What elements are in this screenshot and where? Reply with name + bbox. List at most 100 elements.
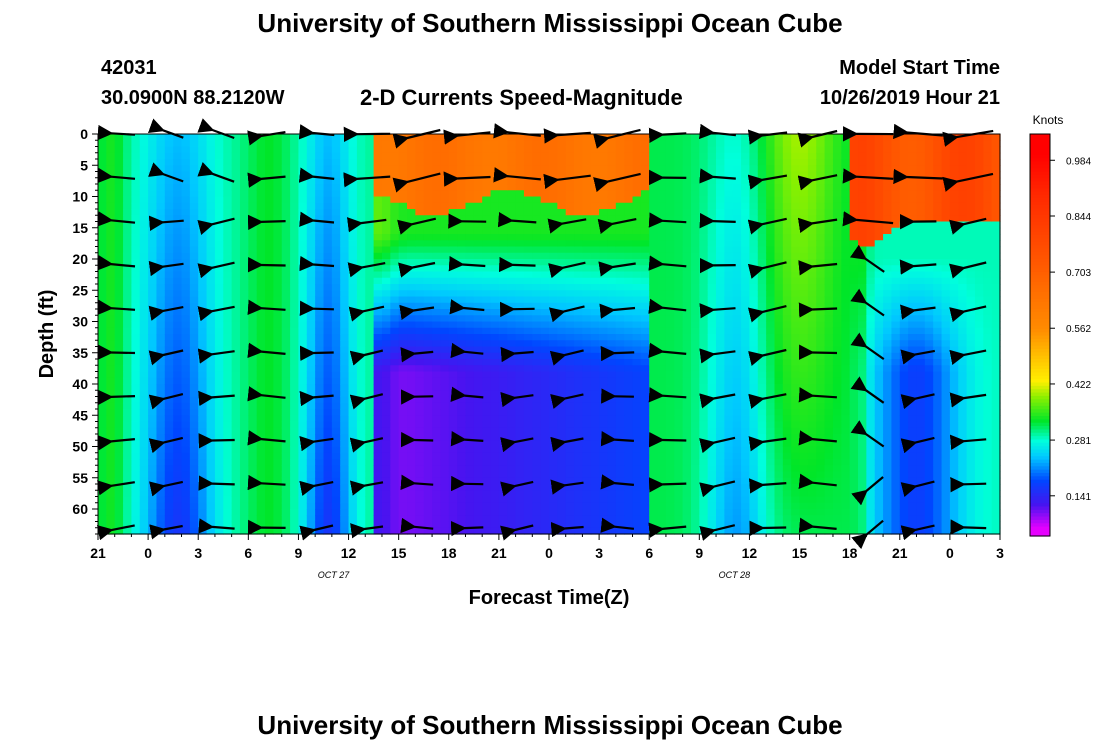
heat-cell: [214, 309, 224, 316]
heat-cell: [390, 409, 400, 416]
heat-cell: [231, 271, 241, 279]
heat-cell: [223, 165, 233, 173]
heat-cell: [189, 384, 199, 391]
heat-cell: [248, 215, 258, 223]
heat-cell: [507, 202, 517, 210]
heat-cell: [515, 327, 525, 335]
heat-cell: [256, 290, 266, 298]
heat-cell: [649, 252, 659, 260]
heat-cell: [331, 227, 341, 235]
heat-cell: [306, 365, 316, 373]
heat-cell: [281, 352, 291, 360]
heat-cell: [198, 477, 208, 485]
heat-cell: [340, 421, 350, 429]
heat-cell: [607, 396, 617, 404]
heat-cell: [482, 234, 492, 241]
heat-cell: [532, 296, 542, 304]
heat-cell: [515, 215, 525, 223]
heat-cell: [515, 484, 525, 491]
heat-cell: [189, 427, 199, 435]
heat-cell: [298, 421, 308, 429]
heat-cell: [98, 302, 107, 310]
heat-cell: [415, 415, 425, 423]
heat-cell: [139, 159, 149, 166]
heat-cell: [699, 471, 709, 479]
model-start-label: Model Start Time: [839, 57, 1000, 79]
heat-cell: [164, 159, 174, 166]
heat-cell: [323, 459, 333, 466]
heat-cell: [298, 452, 308, 460]
heat-cell: [315, 221, 325, 229]
heat-cell: [716, 409, 725, 416]
heat-cell: [323, 371, 333, 379]
heat-cell: [231, 377, 241, 385]
heat-cell: [523, 265, 533, 273]
heat-cell: [348, 521, 358, 529]
heat-cell: [98, 165, 107, 173]
model-start-time: 10/26/2019 Hour 21: [819, 87, 1000, 109]
heat-cell: [515, 415, 525, 423]
heat-cell: [298, 152, 308, 160]
heat-cell: [98, 365, 107, 373]
heat-cell: [415, 477, 425, 485]
heat-cell: [123, 409, 133, 416]
heat-cell: [214, 271, 224, 279]
heat-cell: [323, 140, 333, 148]
heat-cell: [565, 134, 575, 141]
heat-cell: [498, 327, 508, 335]
heat-cell: [281, 290, 291, 298]
heat-cell: [290, 402, 300, 410]
heat-cell: [473, 290, 483, 298]
heat-cell: [482, 409, 492, 416]
heat-cell: [139, 377, 149, 385]
heat-cell: [315, 490, 325, 498]
heat-cell: [340, 390, 350, 398]
heat-cell: [448, 215, 458, 223]
heat-cell: [365, 202, 375, 210]
heat-cell: [574, 502, 584, 510]
heat-cell: [231, 315, 241, 323]
heat-cell: [699, 452, 709, 460]
heat-cell: [123, 234, 133, 241]
heat-cell: [674, 177, 684, 185]
heat-cell: [624, 415, 634, 423]
heat-cell: [390, 290, 400, 298]
heat-cell: [674, 309, 684, 316]
heat-cell: [607, 246, 617, 254]
heat-cell: [423, 415, 433, 423]
heat-cell: [674, 390, 684, 398]
heat-cell: [323, 471, 333, 479]
heat-cell: [432, 334, 442, 341]
heat-cell: [214, 340, 224, 348]
heat-cell: [340, 140, 350, 148]
heat-cell: [615, 434, 625, 441]
heat-cell: [273, 146, 283, 154]
heat-cell: [599, 521, 609, 529]
heat-cell: [423, 315, 433, 323]
heat-cell: [164, 440, 174, 448]
heat-cell: [724, 146, 734, 154]
heat-cell: [498, 446, 508, 454]
heat-cell: [281, 227, 291, 235]
heat-cell: [131, 271, 141, 279]
heat-cell: [156, 227, 166, 235]
heat-cell: [390, 196, 400, 204]
heat-cell: [724, 321, 734, 329]
heat-cell: [390, 502, 400, 510]
heat-cell: [457, 421, 467, 429]
heat-cell: [632, 346, 642, 354]
heat-cell: [131, 259, 141, 266]
heat-cell: [98, 196, 107, 204]
heat-cell: [173, 171, 183, 179]
heat-cell: [590, 527, 600, 535]
heat-cell: [624, 490, 634, 498]
heat-cell: [490, 240, 500, 248]
heat-cell: [156, 377, 166, 385]
heat-cell: [507, 521, 517, 529]
heat-cell: [189, 521, 199, 529]
heat-cell: [290, 302, 300, 310]
heat-cell: [640, 146, 650, 154]
heat-cell: [590, 134, 600, 141]
heat-cell: [624, 240, 634, 248]
heat-cell: [540, 402, 550, 410]
